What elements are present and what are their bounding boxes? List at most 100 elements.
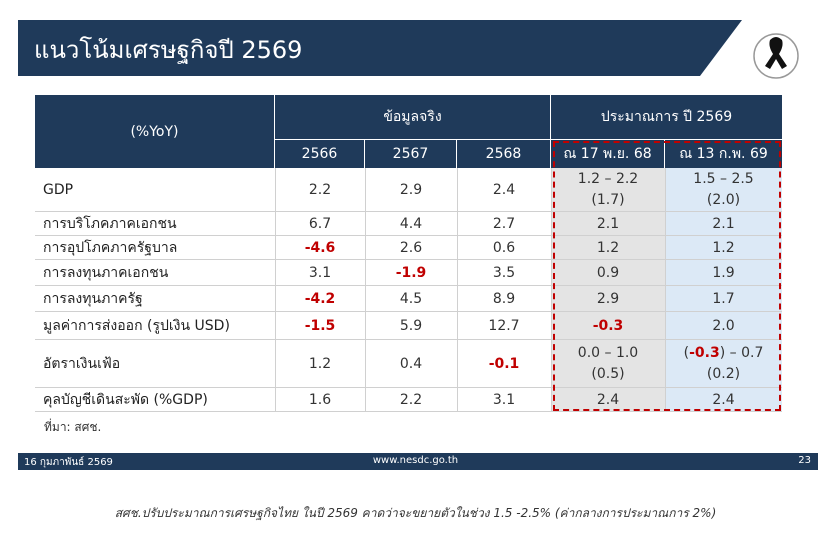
- row-label: มูลค่าการส่งออก (รูปเงิน USD): [43, 318, 230, 334]
- cell-text: -4.2: [304, 290, 336, 307]
- cell: 2.4: [551, 388, 665, 412]
- row-line: [35, 211, 782, 212]
- cell-text: 1.2: [308, 355, 332, 372]
- caption: สศช.ปรับประมาณการเศรษฐกิจไทย ในปี 2569 ค…: [114, 506, 717, 520]
- row-line: [35, 411, 782, 412]
- cell: 2.9: [365, 168, 457, 212]
- cell: 0.4: [365, 340, 457, 388]
- cell-text: 2.4: [492, 181, 516, 198]
- row-line: [35, 285, 782, 286]
- cell: 2.2: [365, 388, 457, 412]
- cell-text: 5.9: [399, 317, 423, 334]
- column-header: ณ 13 ก.พ. 69: [665, 140, 782, 168]
- cell-text: -1.5: [304, 317, 336, 334]
- cell: 3.1: [275, 260, 365, 286]
- cell: 2.1: [665, 212, 782, 236]
- cell-text: (1.7): [591, 192, 625, 208]
- cell-text: 0.0 – 1.0: [577, 345, 639, 361]
- cell-text: 2.9: [399, 181, 423, 198]
- cell: -0.3: [551, 312, 665, 340]
- header-band: [18, 20, 799, 79]
- forecast-bg: [665, 168, 782, 412]
- row-label: GDP: [43, 182, 74, 198]
- cell-text: 2.0: [712, 317, 735, 334]
- row-line: [35, 311, 782, 312]
- column-header: ณ 17 พ.ย. 68: [551, 140, 665, 168]
- cell: 2.1: [551, 212, 665, 236]
- source: ที่มา: สศช.: [44, 420, 102, 434]
- cell-text: 4.5: [399, 290, 423, 307]
- cell: 1.9: [665, 260, 782, 286]
- cell: -1.5: [275, 312, 365, 340]
- column-line: [665, 168, 666, 412]
- cell-text: (0.5): [591, 366, 625, 382]
- cell: 4.4: [365, 212, 457, 236]
- cell: 8.9: [457, 286, 551, 312]
- cell-line: (0.5): [591, 364, 624, 385]
- header-corner: (%YoY): [35, 95, 275, 168]
- cell-text: 8.9: [492, 290, 516, 307]
- cell-text: 2.1: [712, 215, 735, 232]
- cell-text: 12.7: [488, 317, 520, 334]
- cell: 2.2: [275, 168, 365, 212]
- cell-line: (1.7): [591, 190, 624, 211]
- cell: 1.2: [275, 340, 365, 388]
- slide-title: แนวโน้มเศรษฐกิจปี 2569: [34, 36, 303, 64]
- cell-text: 6.7: [308, 215, 332, 232]
- cell-text: 4.4: [399, 215, 423, 232]
- cell: (-0.3) – 0.7 (0.2): [665, 340, 782, 388]
- cell-text: 2.6: [399, 239, 423, 256]
- cell: 0.6: [457, 236, 551, 260]
- forecast-outline: [553, 141, 781, 411]
- row-label: การบริโภคภาคเอกชน: [43, 216, 177, 232]
- cell-text: 0.4: [399, 355, 423, 372]
- cell-text: 3.1: [492, 391, 516, 408]
- cell: 5.9: [365, 312, 457, 340]
- row-label: การอุปโภคภาครัฐบาล: [43, 240, 178, 256]
- footer-url: www.nesdc.go.th: [372, 455, 459, 466]
- row-line: [35, 387, 782, 388]
- cell: 2.4: [457, 168, 551, 212]
- group-header: ข้อมูลจริง: [275, 95, 551, 140]
- cell-line: 1.2 – 2.2: [578, 169, 638, 190]
- column-line: [275, 168, 276, 412]
- cell: 1.2 – 2.2 (1.7): [551, 168, 665, 212]
- cell: 2.6: [365, 236, 457, 260]
- cell-text: 0.6: [492, 239, 516, 256]
- cell-text: 1.7: [712, 290, 735, 307]
- cell: 4.5: [365, 286, 457, 312]
- page-number: 23: [798, 455, 811, 466]
- footer-date: 16 กุมภาพันธ์ 2569: [24, 457, 113, 468]
- column-line: [551, 168, 552, 412]
- cell-text: 3.5: [492, 264, 516, 281]
- cell: 2.7: [457, 212, 551, 236]
- column-header: 2566: [275, 140, 365, 168]
- cell: 2.0: [665, 312, 782, 340]
- row-line: [35, 259, 782, 260]
- cell: 1.5 – 2.5 (2.0): [665, 168, 782, 212]
- cell-text: 1.9: [712, 264, 735, 281]
- column-header: 2568: [457, 140, 551, 168]
- cell: 12.7: [457, 312, 551, 340]
- group-header: ประมาณการ ปี 2569: [551, 95, 782, 140]
- row-label: อัตราเงินเฟ้อ: [43, 356, 121, 372]
- cell-text: 2.4: [596, 391, 620, 408]
- cell-text: 2.1: [596, 215, 620, 232]
- cell-text: (: [683, 345, 690, 361]
- cell-text: 2.9: [596, 290, 620, 307]
- cell: 2.4: [665, 388, 782, 412]
- cell-text: ) – 0.7: [719, 345, 764, 361]
- cell: 6.7: [275, 212, 365, 236]
- cell-text: -0.3: [592, 317, 624, 334]
- cell-text: 1.2: [712, 239, 735, 256]
- cell-text: 3.1: [308, 264, 332, 281]
- cell: -1.9: [365, 260, 457, 286]
- footer-bar: [18, 453, 818, 470]
- cell-line: (0.2): [707, 364, 740, 385]
- cell-line: 1.5 – 2.5: [693, 169, 753, 190]
- cell-text: 0.9: [596, 264, 620, 281]
- cell-text: 2.4: [712, 391, 735, 408]
- row-label: การลงทุนภาครัฐ: [43, 291, 143, 307]
- forecast-bg: [551, 168, 665, 412]
- cell-line: (2.0): [707, 190, 740, 211]
